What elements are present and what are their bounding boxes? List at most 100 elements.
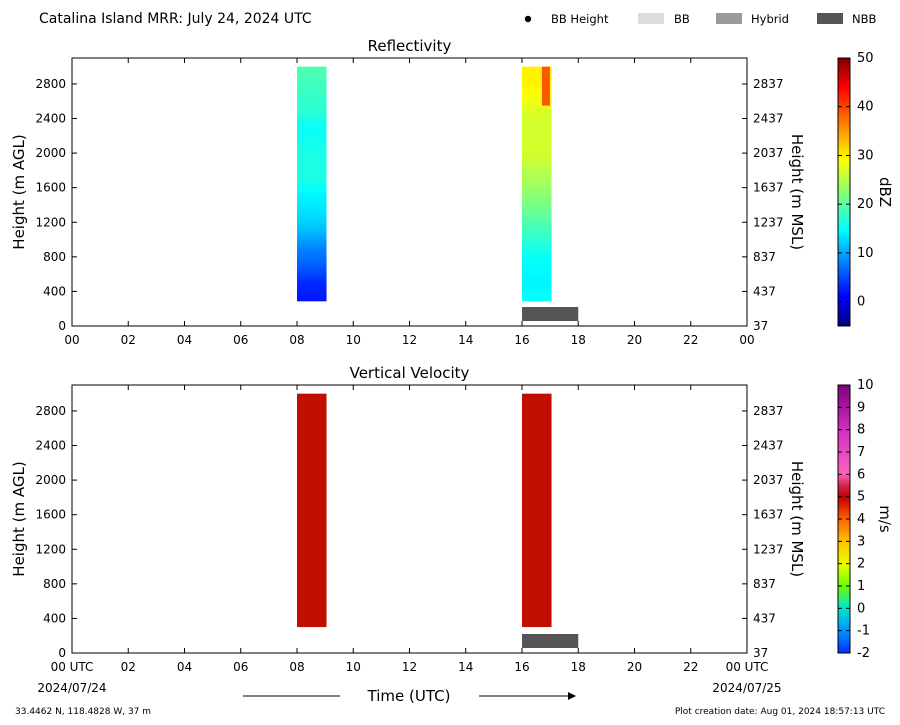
reflectivity-cell bbox=[522, 126, 552, 129]
reflectivity-cell bbox=[522, 235, 552, 238]
reflectivity-cell bbox=[522, 261, 552, 264]
reflectivity-cell bbox=[297, 223, 327, 226]
reflectivity-cell bbox=[522, 221, 552, 224]
reflectivity-cell bbox=[297, 266, 327, 269]
reflectivity-cell bbox=[297, 155, 327, 158]
colorbar-tick-label: 5 bbox=[857, 490, 865, 505]
y-tick-label: 2800 bbox=[35, 404, 66, 418]
y-tick-label: 2800 bbox=[35, 77, 66, 91]
colorbar-tick-label: -2 bbox=[857, 646, 870, 661]
reflectivity-cell bbox=[522, 280, 552, 283]
reflectivity-cell bbox=[522, 96, 552, 100]
x-tick-label: 00 UTC bbox=[51, 660, 94, 674]
colorbar-tick-label: 4 bbox=[857, 512, 865, 527]
reflectivity-cell bbox=[297, 93, 327, 96]
reflectivity-cell bbox=[297, 88, 327, 91]
reflectivity-cell bbox=[297, 153, 327, 157]
reflectivity-cell bbox=[522, 72, 552, 75]
reflectivity-cell bbox=[297, 192, 327, 195]
reflectivity-cell bbox=[297, 67, 327, 70]
reflectivity-cell bbox=[522, 114, 552, 117]
colorbar-tick-label: 50 bbox=[857, 51, 874, 66]
reflectivity-cell bbox=[522, 266, 552, 269]
reflectivity-cell bbox=[522, 145, 552, 148]
reflectivity-cell bbox=[522, 245, 552, 248]
reflectivity-cell bbox=[297, 112, 327, 115]
reflectivity-cell bbox=[297, 140, 327, 143]
reflectivity-cell bbox=[522, 110, 552, 113]
y-tick-label: 1200 bbox=[35, 542, 66, 556]
reflectivity-cell bbox=[297, 134, 327, 138]
reflectivity-cell bbox=[297, 172, 327, 176]
reflectivity-cell bbox=[522, 190, 552, 193]
colorbar-tick-label: 0 bbox=[857, 601, 865, 616]
reflectivity-cell bbox=[522, 271, 552, 274]
nbb-type-bar bbox=[522, 307, 579, 321]
y-tick-label: 2000 bbox=[35, 146, 66, 160]
reflectivity-cell bbox=[522, 129, 552, 132]
y-tick-label: 1200 bbox=[35, 215, 66, 229]
reflectivity-cell bbox=[297, 100, 327, 103]
reflectivity-colorbar-ticks: 0 10 20 30 40 50 dBZ bbox=[838, 51, 894, 310]
reflectivity-cell bbox=[522, 164, 552, 167]
reflectivity-cell bbox=[522, 212, 552, 215]
reflectivity-cell bbox=[522, 299, 552, 302]
reflectivity-cell bbox=[522, 86, 552, 89]
reflectivity-cell bbox=[297, 124, 327, 127]
reflectivity-cell bbox=[522, 257, 552, 260]
reflectivity-cell bbox=[297, 283, 327, 286]
reflectivity-cell bbox=[522, 66, 552, 68]
reflectivity-cell bbox=[297, 102, 327, 105]
reflectivity-cell bbox=[522, 88, 552, 91]
reflectivity-cell bbox=[297, 219, 327, 222]
y2-tick-label: 2037 bbox=[753, 473, 784, 487]
reflectivity-cell bbox=[522, 69, 552, 72]
reflectivity-cell bbox=[297, 69, 327, 72]
reflectivity-cell bbox=[522, 169, 552, 172]
reflectivity-cell bbox=[297, 297, 327, 300]
reflectivity-cell bbox=[522, 192, 552, 195]
reflectivity-cell bbox=[297, 247, 327, 250]
reflectivity-cell bbox=[297, 126, 327, 129]
colorbar-tick-label: 6 bbox=[857, 467, 865, 482]
reflectivity-cell bbox=[522, 134, 552, 138]
reflectivity-cell bbox=[522, 74, 552, 77]
reflectivity-cell bbox=[522, 273, 552, 276]
reflectivity-cell bbox=[522, 98, 552, 101]
reflectivity-cell bbox=[522, 223, 552, 226]
reflectivity-cell bbox=[522, 249, 552, 252]
reflectivity-cell bbox=[522, 122, 552, 125]
reflectivity-cell bbox=[522, 79, 552, 82]
date-start: 2024/07/24 bbox=[37, 681, 106, 695]
reflectivity-cell bbox=[297, 114, 327, 117]
y-tick-label: 1600 bbox=[35, 181, 66, 195]
x-tick-label: 08 bbox=[289, 333, 304, 347]
y-tick-label: 800 bbox=[43, 250, 66, 264]
panel-title: Reflectivity bbox=[368, 37, 452, 55]
reflectivity-cell bbox=[522, 183, 552, 186]
reflectivity-cell bbox=[297, 207, 327, 210]
reflectivity-cell bbox=[297, 117, 327, 120]
reflectivity-cell bbox=[522, 238, 552, 241]
x-tick-label: 22 bbox=[683, 333, 698, 347]
reflectivity-cell bbox=[297, 211, 327, 214]
reflectivity-cell bbox=[522, 77, 552, 81]
reflectivity-cell bbox=[522, 103, 552, 106]
legend-swatch-bb bbox=[638, 13, 664, 24]
reflectivity-cell bbox=[522, 143, 552, 146]
reflectivity-cell bbox=[522, 105, 552, 108]
reflectivity-cell bbox=[297, 115, 327, 119]
x-axis-label: Time (UTC) bbox=[367, 687, 451, 705]
reflectivity-cell bbox=[297, 278, 327, 281]
reflectivity-cell bbox=[522, 128, 552, 131]
reflectivity-cell bbox=[522, 216, 552, 219]
reflectivity-cell bbox=[522, 285, 552, 288]
reflectivity-cell bbox=[297, 176, 327, 179]
y2-tick-label: 837 bbox=[753, 250, 776, 264]
reflectivity-cell bbox=[522, 100, 552, 103]
reflectivity-cell bbox=[522, 211, 552, 214]
reflectivity-cell bbox=[297, 174, 327, 177]
x-tick-label: 14 bbox=[458, 333, 473, 347]
x-tick-label: 00 bbox=[739, 333, 754, 347]
